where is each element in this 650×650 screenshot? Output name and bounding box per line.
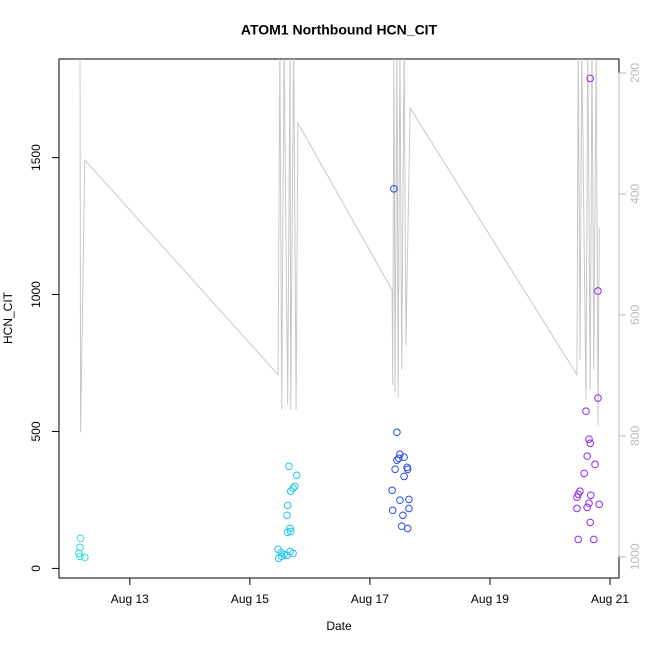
point bbox=[586, 491, 595, 500]
point bbox=[393, 428, 401, 437]
point bbox=[394, 454, 403, 463]
point bbox=[589, 535, 598, 544]
point bbox=[283, 511, 291, 520]
point bbox=[388, 486, 396, 495]
point bbox=[405, 504, 413, 513]
point bbox=[81, 553, 89, 562]
y2-tick-label: 800 bbox=[628, 426, 642, 446]
point bbox=[286, 487, 295, 495]
plot-box bbox=[58, 58, 620, 579]
point bbox=[573, 504, 581, 513]
y-axis-label: HCN_CIT bbox=[1, 291, 15, 344]
x-tick-label: Aug 15 bbox=[231, 592, 269, 606]
point bbox=[283, 528, 292, 537]
plot-area bbox=[75, 59, 603, 563]
point bbox=[591, 460, 599, 469]
point bbox=[573, 493, 581, 502]
point bbox=[283, 501, 292, 510]
point bbox=[580, 469, 588, 478]
line-series bbox=[79, 59, 600, 433]
point bbox=[285, 462, 293, 471]
point bbox=[391, 465, 399, 474]
y-tick-label: 1500 bbox=[29, 144, 43, 171]
x-axis-label: Date bbox=[326, 619, 352, 633]
point bbox=[582, 407, 590, 416]
x-tick-label: Aug 13 bbox=[111, 592, 149, 606]
point bbox=[393, 456, 401, 465]
y2-tick-label: 400 bbox=[628, 184, 642, 204]
point bbox=[583, 503, 591, 512]
chart-title: ATOM1 Northbound HCN_CIT bbox=[241, 22, 438, 38]
point bbox=[286, 524, 294, 533]
point bbox=[583, 452, 591, 460]
point bbox=[586, 518, 594, 527]
y2-tick-label: 600 bbox=[628, 305, 642, 325]
point bbox=[594, 287, 602, 295]
point bbox=[291, 482, 299, 491]
point bbox=[585, 499, 593, 508]
point bbox=[388, 506, 397, 515]
point bbox=[403, 524, 412, 533]
y2-tick-label: 1000 bbox=[628, 543, 642, 570]
y2-tick-label: 200 bbox=[628, 63, 642, 83]
point bbox=[405, 495, 413, 504]
y-tick-label: 500 bbox=[29, 421, 43, 441]
point bbox=[76, 534, 85, 543]
point bbox=[586, 74, 594, 83]
point bbox=[585, 435, 593, 443]
point bbox=[586, 439, 594, 448]
point bbox=[574, 535, 582, 544]
point bbox=[400, 453, 408, 462]
x-tick-label: Aug 21 bbox=[591, 592, 629, 606]
point bbox=[292, 471, 301, 480]
point bbox=[390, 185, 398, 193]
point bbox=[400, 472, 408, 481]
point bbox=[76, 543, 84, 552]
x-tick-label: Aug 19 bbox=[471, 592, 509, 606]
point bbox=[277, 552, 286, 561]
point bbox=[594, 394, 602, 402]
point bbox=[399, 511, 407, 520]
x-tick-label: Aug 17 bbox=[351, 592, 389, 606]
point bbox=[403, 465, 412, 474]
y-tick-label: 0 bbox=[29, 565, 43, 572]
point bbox=[396, 496, 404, 505]
y-tick-label: 1000 bbox=[29, 281, 43, 308]
point bbox=[283, 551, 291, 560]
point bbox=[76, 552, 84, 561]
point bbox=[595, 500, 603, 509]
point bbox=[280, 550, 288, 559]
point bbox=[286, 527, 295, 536]
